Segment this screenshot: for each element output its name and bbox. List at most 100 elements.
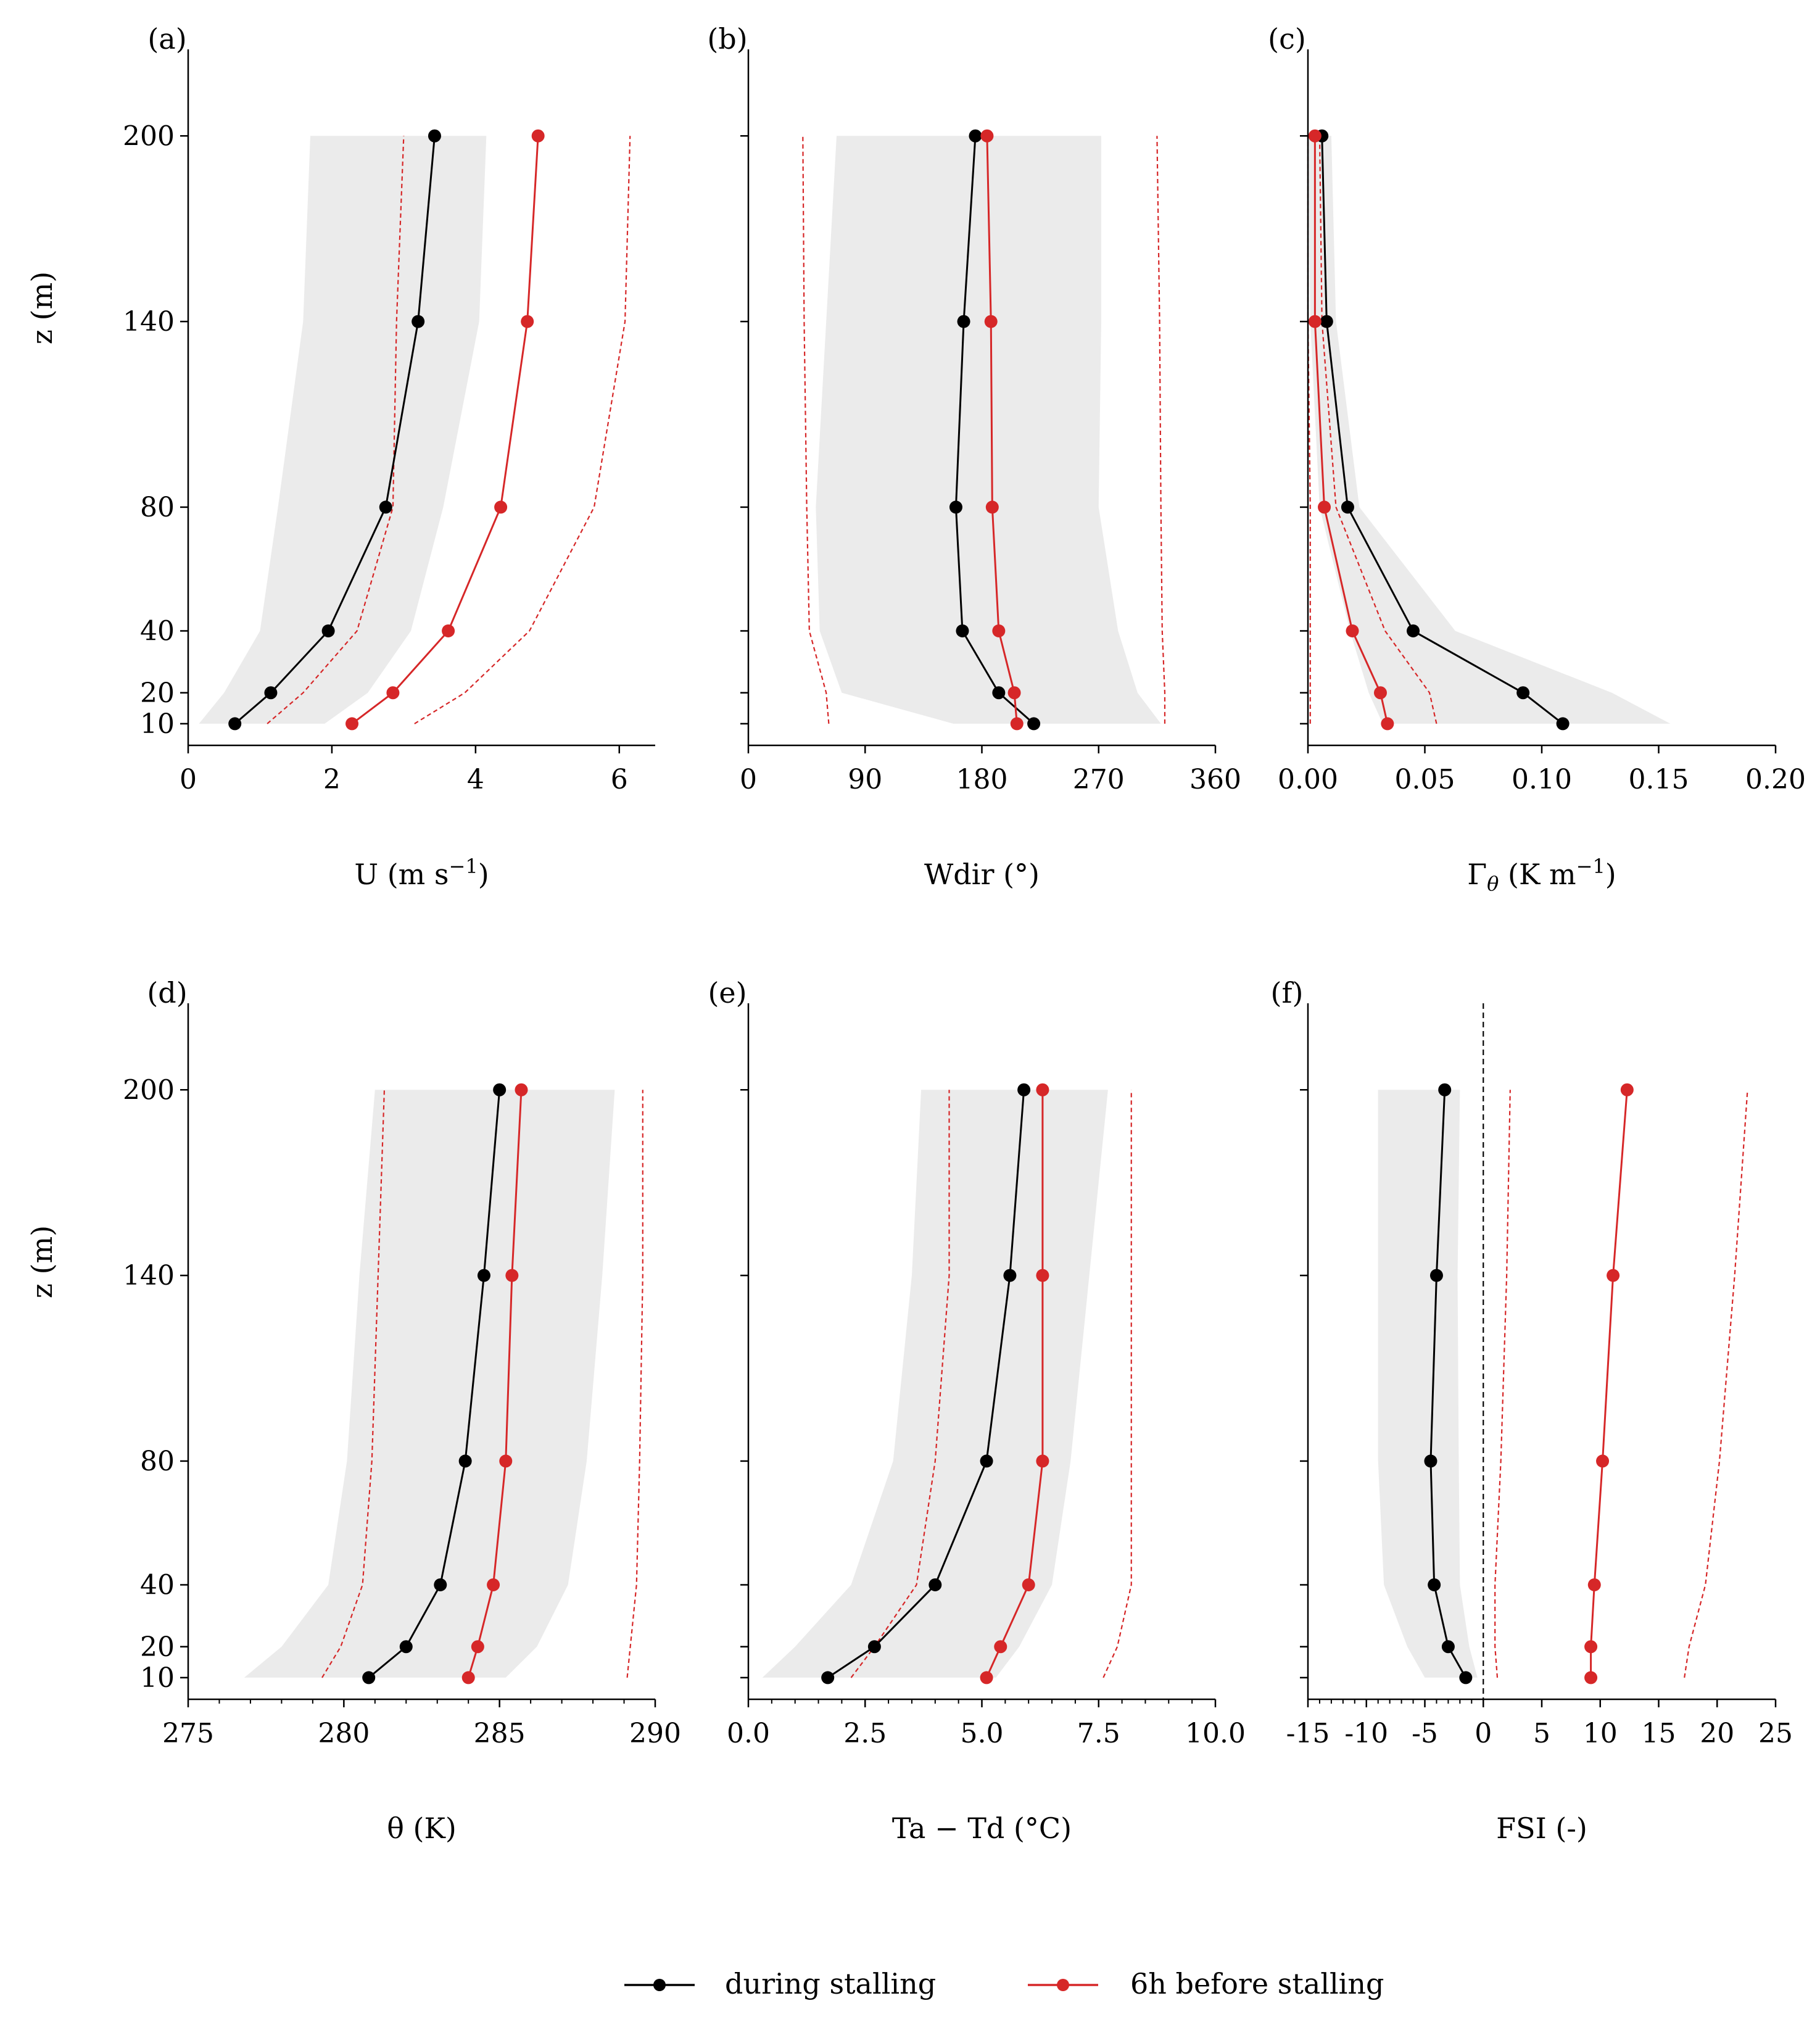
x-axis-label: FSI (-): [1496, 1812, 1587, 1845]
panel-c: 0.00 0.05 0.10 0.15 0.20 (c) Γθ (K m−1): [1268, 22, 1806, 895]
point-during-z140: [957, 315, 970, 328]
x-tick-label: 15: [1642, 1718, 1676, 1749]
point-before-z10: [461, 1671, 475, 1684]
x-tick-label: 10: [1583, 1718, 1618, 1749]
x-tick-label: 0.15: [1629, 764, 1689, 795]
y-axis-label: z (m): [25, 1225, 59, 1298]
legend-item-before: 6h before stalling: [1028, 1967, 1384, 2000]
point-during-z200: [1438, 1083, 1452, 1096]
x-axis-label-sup: −1: [1576, 855, 1605, 878]
point-before-z80: [499, 1454, 513, 1468]
x-axis-label: U (m s−1): [354, 855, 489, 891]
spread-band: [244, 1090, 615, 1678]
point-before-z200: [1036, 1083, 1049, 1096]
legend-item-during: during stalling: [624, 1967, 936, 2000]
point-during-z40: [321, 624, 335, 637]
point-during-z10: [1459, 1671, 1473, 1684]
point-before-z10: [1584, 1671, 1598, 1684]
x-tick-label: 285: [474, 1718, 526, 1749]
point-before-z10: [980, 1671, 993, 1684]
panel-f: -15 -10 -5 0 5 10 15 20 25 (f) FSI (-): [1271, 976, 1793, 1845]
spread-band: [1378, 1090, 1478, 1678]
y-tick-label: 140: [123, 306, 175, 338]
point-before-z40: [1587, 1578, 1601, 1591]
point-before-z80: [1036, 1454, 1049, 1468]
point-during-z20: [264, 686, 278, 700]
x-tick-label: 90: [848, 764, 882, 795]
series-line-during: [954, 136, 1035, 725]
point-before-z140: [1036, 1269, 1049, 1282]
point-before-z10: [1010, 717, 1024, 731]
y-tick-label: 200: [123, 1074, 175, 1106]
x-axis-label: Wdir (°): [924, 858, 1040, 891]
point-before-z20: [471, 1640, 484, 1654]
before-upper-bound: [414, 136, 631, 724]
point-before-z140: [984, 315, 998, 328]
point-before-z20: [386, 686, 400, 700]
y-tick-label: 40: [140, 1569, 175, 1601]
panel-label: (e): [708, 976, 747, 1009]
before-lower-bound: [267, 136, 405, 724]
point-during-z20: [1441, 1640, 1455, 1654]
x-tick-label: 0.05: [1395, 764, 1455, 795]
legend-marker-before: [1057, 1979, 1069, 1991]
y-tick-label: 20: [140, 677, 175, 709]
series-line-before: [351, 136, 539, 725]
before-upper-bound: [1156, 136, 1166, 724]
point-before-z40: [992, 624, 1006, 637]
point-before-z20: [1373, 686, 1387, 700]
x-tick-label: 180: [956, 764, 1008, 795]
point-before-z10: [1381, 717, 1394, 731]
x-tick-label: 4: [467, 764, 484, 795]
x-tick-label: 0: [180, 764, 197, 795]
point-before-z80: [985, 500, 999, 514]
before-upper-bound: [626, 1090, 643, 1678]
point-during-z40: [956, 624, 969, 637]
point-during-z10: [821, 1671, 835, 1684]
point-during-z200: [428, 129, 441, 143]
point-during-z20: [1516, 686, 1530, 700]
x-tick-label: 0: [1475, 1718, 1492, 1749]
x-tick-label: 6: [611, 764, 628, 795]
point-before-z200: [531, 129, 545, 143]
x-tick-label: 2: [323, 764, 341, 795]
point-during-z40: [1428, 1578, 1441, 1591]
point-during-z40: [929, 1578, 942, 1591]
point-during-z80: [1341, 500, 1354, 514]
x-tick-label: 5: [1533, 1718, 1550, 1749]
x-tick-label: 360: [1189, 764, 1241, 795]
spread-band: [1308, 136, 1671, 724]
y-tick-label: 10: [140, 708, 175, 740]
point-during-z10: [1027, 717, 1041, 731]
point-before-z40: [487, 1578, 500, 1591]
spread-band: [816, 136, 1161, 724]
y-tick-label: 140: [123, 1260, 175, 1291]
x-tick-label: 0.10: [1512, 764, 1572, 795]
x-tick-label: 20: [1700, 1718, 1734, 1749]
legend-label-during: during stalling: [725, 1967, 936, 2000]
point-during-z80: [1424, 1454, 1437, 1468]
point-during-z200: [969, 129, 982, 143]
point-during-z20: [867, 1640, 881, 1654]
point-during-z10: [362, 1671, 376, 1684]
point-during-z140: [1003, 1269, 1017, 1282]
before-upper-bound: [1318, 136, 1437, 724]
panel-e: 0.0 2.5 5.0 7.5 10.0 (e) Ta − Td (°C): [708, 976, 1246, 1845]
x-tick-label: 7.5: [1077, 1718, 1120, 1749]
series-line-during: [1321, 136, 1564, 725]
panel-label: (a): [147, 22, 186, 56]
point-during-z10: [1556, 717, 1570, 731]
x-tick-label: 0.20: [1745, 764, 1806, 795]
x-tick-label: 10.0: [1185, 1718, 1246, 1749]
point-during-z80: [379, 500, 392, 514]
point-before-z140: [1308, 315, 1322, 328]
panel-label: (d): [147, 976, 187, 1009]
point-before-z20: [1007, 686, 1021, 700]
x-tick-label: 2.5: [843, 1718, 887, 1749]
point-during-z200: [1017, 1083, 1031, 1096]
y-tick-label: 10: [140, 1662, 175, 1694]
point-before-z140: [521, 315, 534, 328]
